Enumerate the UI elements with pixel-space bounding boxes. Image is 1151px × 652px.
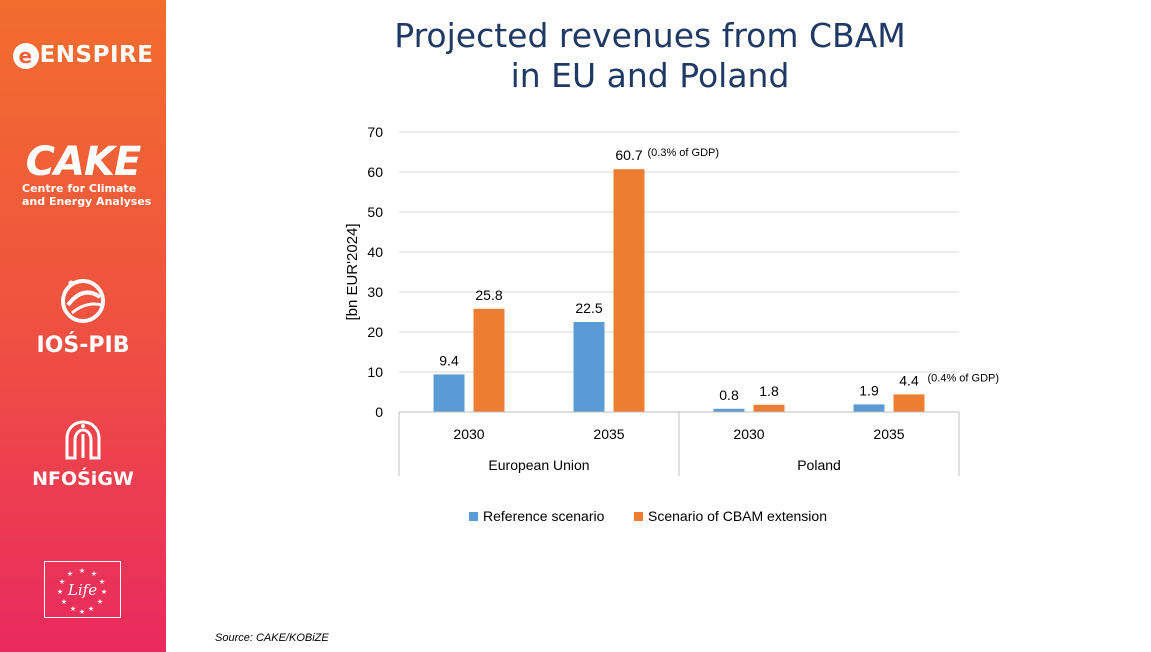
svg-text:★: ★	[67, 570, 73, 578]
life-logo-text: Life	[67, 581, 98, 599]
y-axis-label: [bn EUR'2024]	[344, 223, 361, 320]
x-tick-label: 2030	[733, 426, 764, 442]
svg-text:★: ★	[79, 608, 85, 616]
slide-title-line-1: Projected revenues from CBAM	[394, 16, 906, 55]
bar-reference	[713, 408, 745, 412]
x-group-label: Poland	[797, 457, 841, 473]
source-note: Source: CAKE/KOBiZE	[215, 632, 329, 644]
data-label: 4.4	[899, 372, 919, 388]
y-tick-label: 30	[367, 284, 383, 300]
y-tick-label: 70	[367, 124, 383, 140]
y-tick-label: 0	[375, 404, 383, 420]
gdp-annotation: (0.4% of GDP)	[928, 372, 1000, 384]
x-tick-label: 2035	[593, 426, 624, 442]
ios-pib-logo-text: IOŚ-PIB	[36, 333, 130, 358]
data-label: 1.9	[859, 382, 879, 398]
cake-logo-text: CAKE	[25, 139, 142, 185]
cake-subtitle-1: Centre for Climate	[22, 182, 137, 195]
bar-reference	[853, 404, 885, 412]
ios-pib-logo: IOŚ-PIB	[0, 275, 166, 358]
data-label: 0.8	[719, 387, 739, 403]
svg-text:★: ★	[101, 588, 107, 596]
ios-pib-emblem-icon	[61, 279, 105, 323]
data-label: 25.8	[475, 287, 502, 303]
data-label: 1.8	[759, 383, 779, 399]
enspire-logo-text: ENSPIRE	[39, 42, 154, 68]
nfosigw-logo: NFOŚiGW	[0, 418, 166, 490]
data-label: 9.4	[439, 352, 459, 368]
slide-title-line-2: in EU and Poland	[510, 56, 790, 95]
y-tick-label: 60	[367, 164, 383, 180]
legend-label: Reference scenario	[483, 508, 605, 524]
svg-text:★: ★	[97, 598, 103, 606]
y-tick-label: 10	[367, 364, 383, 380]
nfosigw-emblem-icon	[65, 420, 101, 460]
life-logo: ★ ★ ★ ★ ★ ★ ★ ★ ★ ★ ★ ★ Life	[44, 561, 121, 618]
y-tick-label: 40	[367, 244, 383, 260]
enspire-logo: e ENSPIRE	[0, 42, 166, 69]
svg-text:★: ★	[70, 605, 76, 613]
eu-stars-icon: ★ ★★★ ★★★★ ★★★★	[57, 567, 107, 616]
enspire-e-icon: e	[12, 42, 39, 69]
bar-cbam	[473, 308, 505, 412]
svg-text:★: ★	[88, 605, 94, 613]
data-label: 22.5	[575, 300, 602, 316]
bar-cbam	[893, 394, 925, 412]
svg-text:★: ★	[61, 598, 67, 606]
y-tick-label: 20	[367, 324, 383, 340]
nfosigw-logo-text: NFOŚiGW	[32, 468, 134, 490]
bar-cbam	[613, 169, 645, 412]
cake-subtitle-2: and Energy Analyses	[22, 195, 152, 208]
legend-swatch	[634, 512, 643, 521]
data-label: 60.7	[615, 147, 642, 163]
y-tick-label: 50	[367, 204, 383, 220]
x-tick-label: 2030	[453, 426, 484, 442]
legend-label: Scenario of CBAM extension	[648, 508, 827, 524]
legend-swatch	[469, 512, 478, 521]
svg-text:★: ★	[59, 578, 65, 586]
cake-logo: CAKE Centre for Climate and Energy Analy…	[0, 142, 166, 208]
x-group-label: European Union	[488, 457, 589, 473]
gdp-annotation: (0.3% of GDP)	[648, 147, 720, 159]
bar-reference	[433, 374, 465, 412]
bar-cbam	[753, 404, 785, 412]
svg-text:★: ★	[91, 570, 97, 578]
svg-text:★: ★	[79, 567, 85, 575]
sidebar: e ENSPIRE CAKE Centre for Climate and Ene…	[0, 0, 166, 652]
svg-text:★: ★	[57, 588, 63, 596]
svg-text:★: ★	[99, 578, 105, 586]
bar-reference	[573, 322, 605, 412]
x-tick-label: 2035	[873, 426, 904, 442]
